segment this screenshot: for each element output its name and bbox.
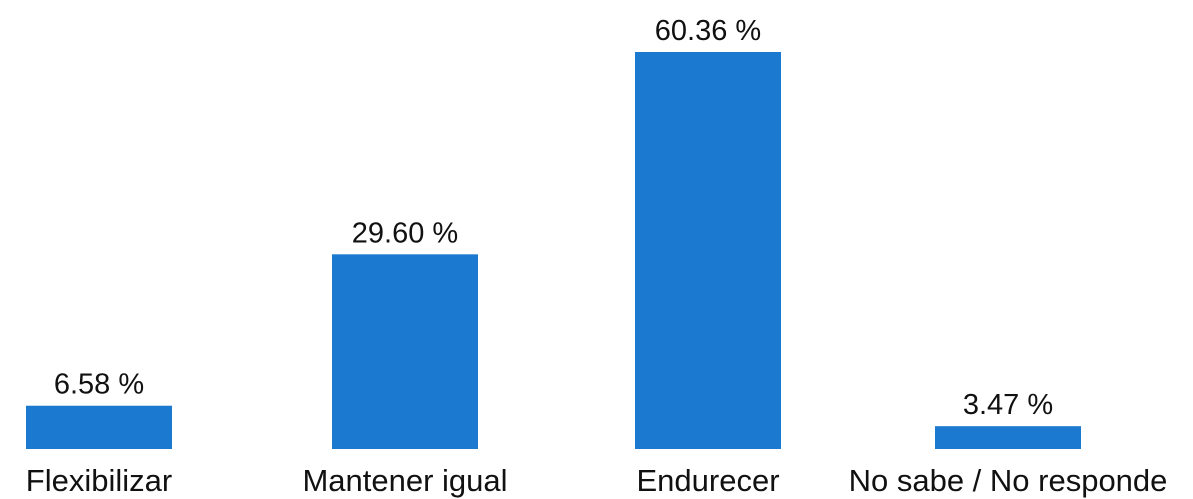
value-labels-layer: 6.58 % 29.60 % 60.36 % 3.47 %	[54, 15, 1053, 421]
bars-layer	[26, 52, 1081, 449]
category-labels-layer: Flexibilizar Mantener igual Endurecer No sa…	[26, 463, 1168, 498]
category-label-4: No sabe / No responde	[849, 463, 1168, 498]
value-label-4: 3.47 %	[963, 389, 1053, 421]
category-label-3: Endurecer	[636, 463, 779, 498]
category-label-1: Flexibilizar	[26, 463, 172, 498]
bar-3	[635, 52, 781, 449]
bar-4	[935, 426, 1081, 449]
value-label-2: 29.60 %	[352, 217, 458, 249]
value-label-3: 60.36 %	[655, 15, 761, 47]
value-label-1: 6.58 %	[54, 369, 144, 401]
category-label-2: Mantener igual	[302, 463, 507, 498]
bar-1	[26, 405, 172, 449]
bar-2	[332, 254, 478, 449]
